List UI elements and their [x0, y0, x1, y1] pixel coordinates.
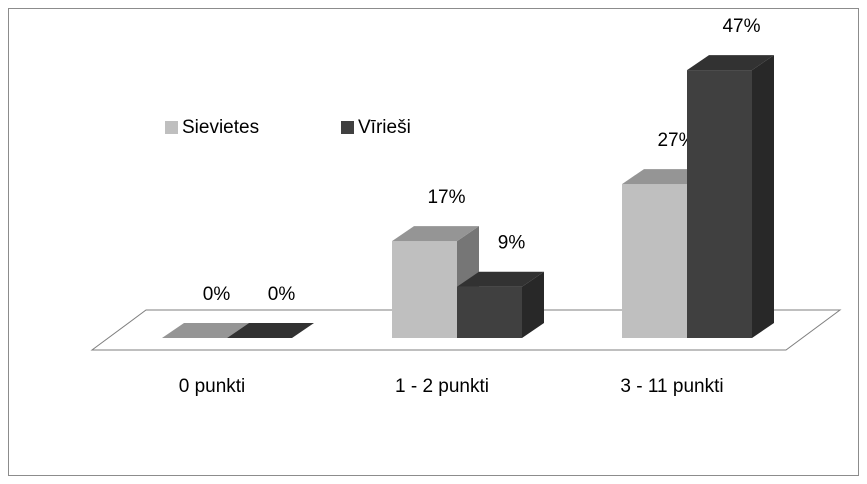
data-label: 0% [268, 284, 296, 305]
data-label: 9% [498, 233, 526, 254]
data-label: 27% [657, 130, 695, 151]
bar-top [227, 323, 314, 338]
bar-front [687, 70, 752, 338]
bar-side [752, 55, 774, 338]
bar-top [687, 55, 774, 71]
data-label: 17% [427, 187, 465, 208]
bar-front [622, 184, 687, 338]
data-label: 47% [722, 16, 760, 37]
x-tick-label: 0 punkti [179, 376, 246, 397]
bar-top [162, 323, 249, 338]
x-tick-label: 3 - 11 punkti [620, 376, 723, 397]
data-label: 0% [203, 284, 231, 305]
legend-swatch [341, 121, 354, 134]
legend-swatch [165, 121, 178, 134]
bar-front [457, 286, 522, 338]
legend-label: Sievietes [182, 117, 259, 138]
x-tick-label: 1 - 2 punkti [395, 376, 489, 397]
bar-front [392, 241, 457, 338]
bar-side [522, 271, 544, 338]
bar-top [392, 226, 479, 242]
legend-label: Vīrieši [358, 117, 411, 138]
bar-top [457, 271, 544, 287]
